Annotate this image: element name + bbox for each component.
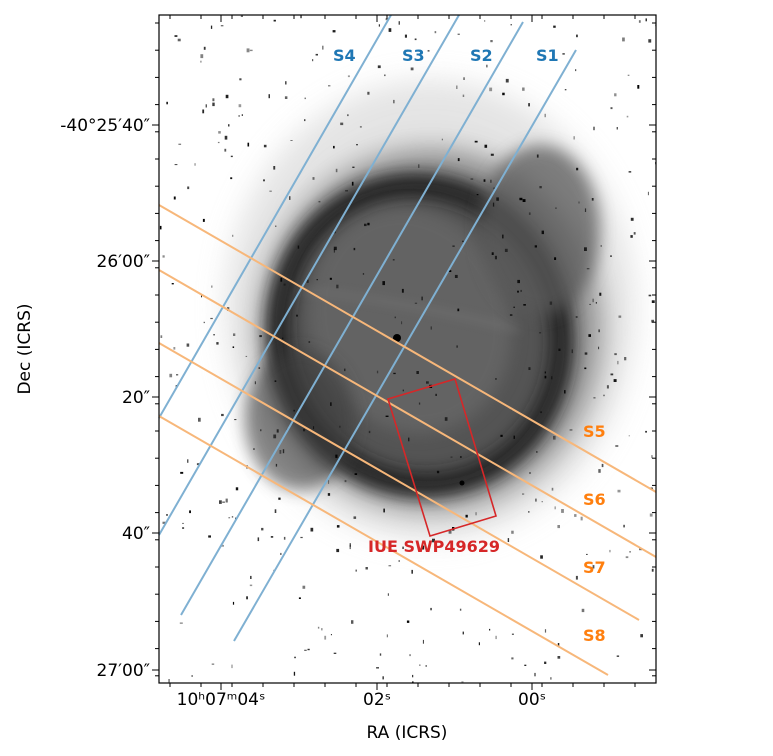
y-tick-label-4: 27′00″ xyxy=(97,661,150,681)
y-tick-label-2: 20″ xyxy=(122,388,150,408)
y-axis-title: Dec (ICRS) xyxy=(15,303,35,394)
y-tick-label-1: 26′00″ xyxy=(97,252,150,272)
slit-label-s1: S1 xyxy=(536,46,559,65)
slit-s4-line-a xyxy=(158,14,392,419)
y-tick-label-3: 40″ xyxy=(122,524,150,544)
x-tick-label-1: 02ˢ xyxy=(363,690,391,710)
slit-s5-line xyxy=(158,204,657,493)
slit-s6-line xyxy=(158,269,657,558)
aperture-label: IUE SWP49629 xyxy=(368,537,500,556)
slit-label-s3: S3 xyxy=(402,46,425,65)
x-axis-title: RA (ICRS) xyxy=(367,723,448,743)
iue-aperture xyxy=(386,378,497,537)
orange-slits xyxy=(158,204,657,676)
y-tick-label-0: -40°25′40″ xyxy=(60,116,150,136)
tick-marks xyxy=(152,15,656,690)
x-tick-label-0: 10ʰ07ᵐ04ˢ xyxy=(177,690,266,710)
x-tick-label-2: 00ˢ xyxy=(518,690,546,710)
slit-label-s2: S2 xyxy=(470,46,493,65)
slit-label-s7: S7 xyxy=(583,558,606,577)
slit-s7-line xyxy=(158,342,640,621)
slit-s3-line-a xyxy=(158,14,460,536)
slit-label-s8: S8 xyxy=(583,626,606,645)
slit-s2-line-a xyxy=(180,21,524,616)
slit-label-s4: S4 xyxy=(333,46,356,65)
slit-s8-line xyxy=(158,415,609,676)
slit-label-s5: S5 xyxy=(583,422,606,441)
slit-s1-line-a xyxy=(233,49,577,642)
blue-slits xyxy=(158,14,577,642)
slit-label-s6: S6 xyxy=(583,490,606,509)
